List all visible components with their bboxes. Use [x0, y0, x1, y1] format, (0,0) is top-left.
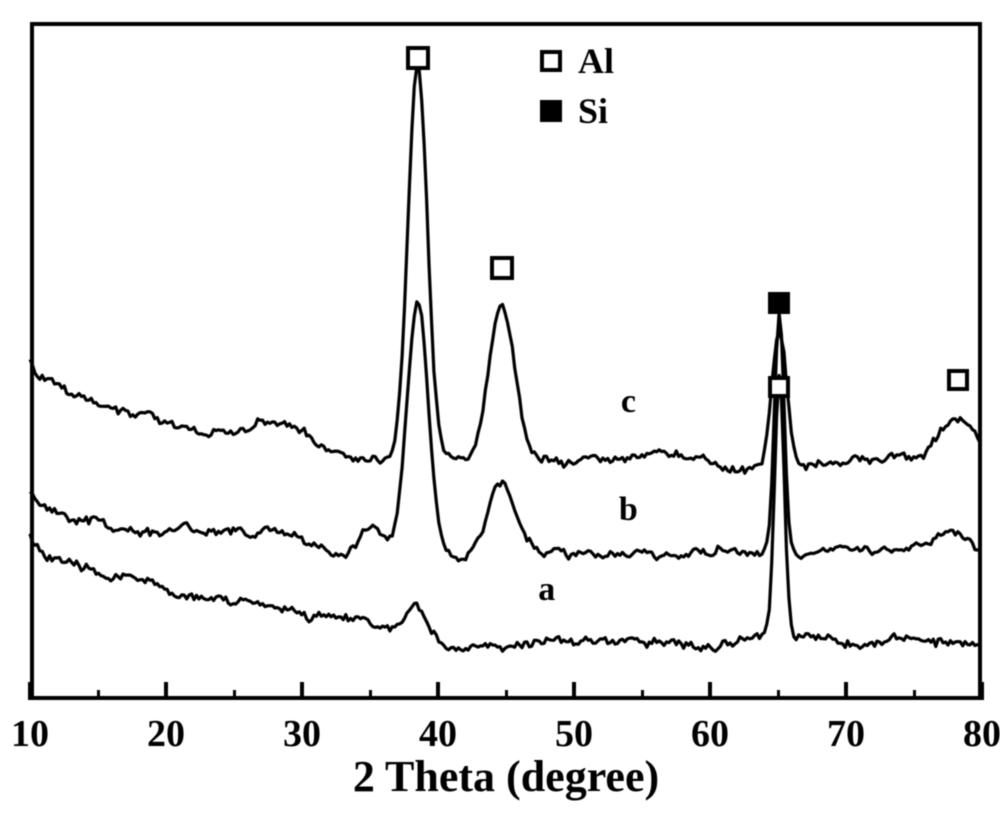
x-tick-label: 40	[419, 712, 457, 756]
peak-marker-al-icon	[768, 376, 790, 398]
x-tick-minor	[505, 690, 508, 700]
legend-label: Al	[578, 40, 614, 82]
peak-marker-al-icon	[490, 256, 514, 280]
peak-marker-si-icon	[768, 292, 790, 314]
x-tick-label: 10	[11, 712, 49, 756]
x-tick-label: 50	[555, 712, 593, 756]
x-tick-major	[164, 682, 168, 700]
x-tick-label: 20	[147, 712, 185, 756]
x-tick-major	[572, 682, 576, 700]
legend: Al Si	[540, 40, 614, 132]
x-tick-label: 80	[963, 712, 1000, 756]
x-axis-label: 2 Theta (degree)	[353, 751, 659, 802]
x-tick-label: 60	[691, 712, 729, 756]
legend-label: Si	[578, 90, 608, 132]
curve-label: b	[619, 491, 638, 529]
x-tick-major	[708, 682, 712, 700]
x-tick-major	[300, 682, 304, 700]
xrd-curve-b	[30, 302, 980, 561]
curve-label: c	[621, 383, 636, 421]
peak-marker-al-icon	[947, 369, 969, 391]
curve-label: a	[538, 571, 555, 609]
x-tick-major	[844, 682, 848, 700]
x-tick-minor	[369, 690, 372, 700]
x-tick-major	[28, 682, 32, 700]
x-tick-major	[980, 682, 984, 700]
legend-item: Si	[540, 90, 614, 132]
x-tick-label: 70	[827, 712, 865, 756]
x-tick-minor	[97, 690, 100, 700]
square-open-icon	[540, 50, 562, 72]
xrd-chart: Al Si 10 20 30 40 50 60 70 80 2 Theta (degree) c b a	[0, 0, 1000, 819]
x-tick-minor	[233, 690, 236, 700]
x-tick-major	[436, 682, 440, 700]
x-tick-minor	[777, 690, 780, 700]
legend-item: Al	[540, 40, 614, 82]
x-tick-label: 30	[283, 712, 321, 756]
xrd-curves	[0, 0, 1000, 819]
x-tick-minor	[641, 690, 644, 700]
x-tick-minor	[913, 690, 916, 700]
peak-marker-al-icon	[406, 46, 430, 70]
square-filled-icon	[540, 100, 562, 122]
xrd-curve-a	[30, 376, 980, 652]
